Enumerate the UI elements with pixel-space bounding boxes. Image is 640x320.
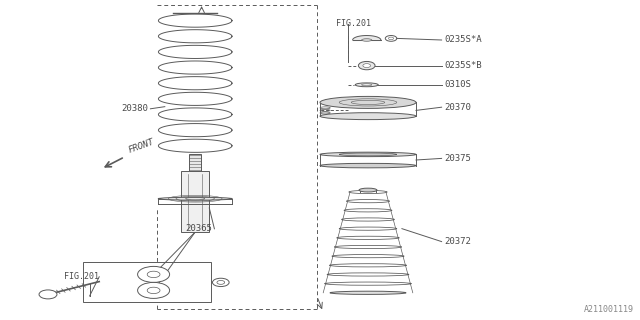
Circle shape bbox=[212, 278, 229, 287]
Circle shape bbox=[138, 266, 170, 283]
Ellipse shape bbox=[327, 273, 409, 276]
Bar bbox=[189, 154, 201, 171]
Text: A211001119: A211001119 bbox=[584, 305, 634, 314]
Circle shape bbox=[217, 280, 225, 284]
Ellipse shape bbox=[332, 254, 404, 258]
Ellipse shape bbox=[320, 113, 416, 120]
Text: 20372: 20372 bbox=[445, 237, 472, 246]
Circle shape bbox=[385, 36, 397, 41]
Ellipse shape bbox=[330, 264, 406, 267]
Polygon shape bbox=[159, 108, 232, 121]
Ellipse shape bbox=[344, 209, 392, 212]
Text: 20370: 20370 bbox=[445, 103, 472, 112]
Polygon shape bbox=[159, 45, 232, 59]
Polygon shape bbox=[159, 76, 232, 90]
Ellipse shape bbox=[359, 188, 377, 192]
Polygon shape bbox=[159, 61, 232, 74]
Text: 20365: 20365 bbox=[186, 224, 212, 233]
Circle shape bbox=[147, 271, 160, 278]
Text: 20375: 20375 bbox=[445, 154, 472, 163]
Ellipse shape bbox=[334, 245, 402, 249]
Ellipse shape bbox=[339, 153, 397, 156]
Circle shape bbox=[388, 37, 394, 40]
Circle shape bbox=[39, 290, 57, 299]
Text: 0310S: 0310S bbox=[445, 80, 472, 89]
Ellipse shape bbox=[337, 236, 399, 239]
Ellipse shape bbox=[320, 152, 416, 157]
Text: 20380: 20380 bbox=[122, 104, 148, 113]
Text: 0235S*A: 0235S*A bbox=[445, 36, 483, 44]
Bar bbox=[83, 262, 211, 302]
Ellipse shape bbox=[355, 83, 378, 87]
Text: FRONT: FRONT bbox=[127, 138, 155, 155]
Ellipse shape bbox=[324, 282, 412, 285]
Circle shape bbox=[138, 282, 170, 298]
Circle shape bbox=[147, 287, 160, 294]
Ellipse shape bbox=[330, 291, 406, 294]
Circle shape bbox=[358, 61, 375, 70]
Circle shape bbox=[363, 64, 371, 68]
Polygon shape bbox=[159, 92, 232, 105]
Text: FIG.201: FIG.201 bbox=[336, 20, 371, 28]
Ellipse shape bbox=[320, 163, 416, 168]
Polygon shape bbox=[159, 139, 232, 152]
Ellipse shape bbox=[342, 218, 394, 221]
Ellipse shape bbox=[349, 190, 387, 194]
Ellipse shape bbox=[362, 39, 372, 41]
Ellipse shape bbox=[362, 84, 372, 86]
Text: FIG.201: FIG.201 bbox=[64, 272, 99, 281]
Polygon shape bbox=[159, 30, 232, 43]
Text: 0235S*B: 0235S*B bbox=[445, 61, 483, 70]
Ellipse shape bbox=[346, 200, 390, 203]
Ellipse shape bbox=[339, 227, 397, 230]
Ellipse shape bbox=[158, 197, 232, 200]
Bar bbox=[181, 171, 209, 232]
Ellipse shape bbox=[320, 96, 416, 108]
Polygon shape bbox=[159, 14, 232, 27]
Polygon shape bbox=[159, 124, 232, 137]
